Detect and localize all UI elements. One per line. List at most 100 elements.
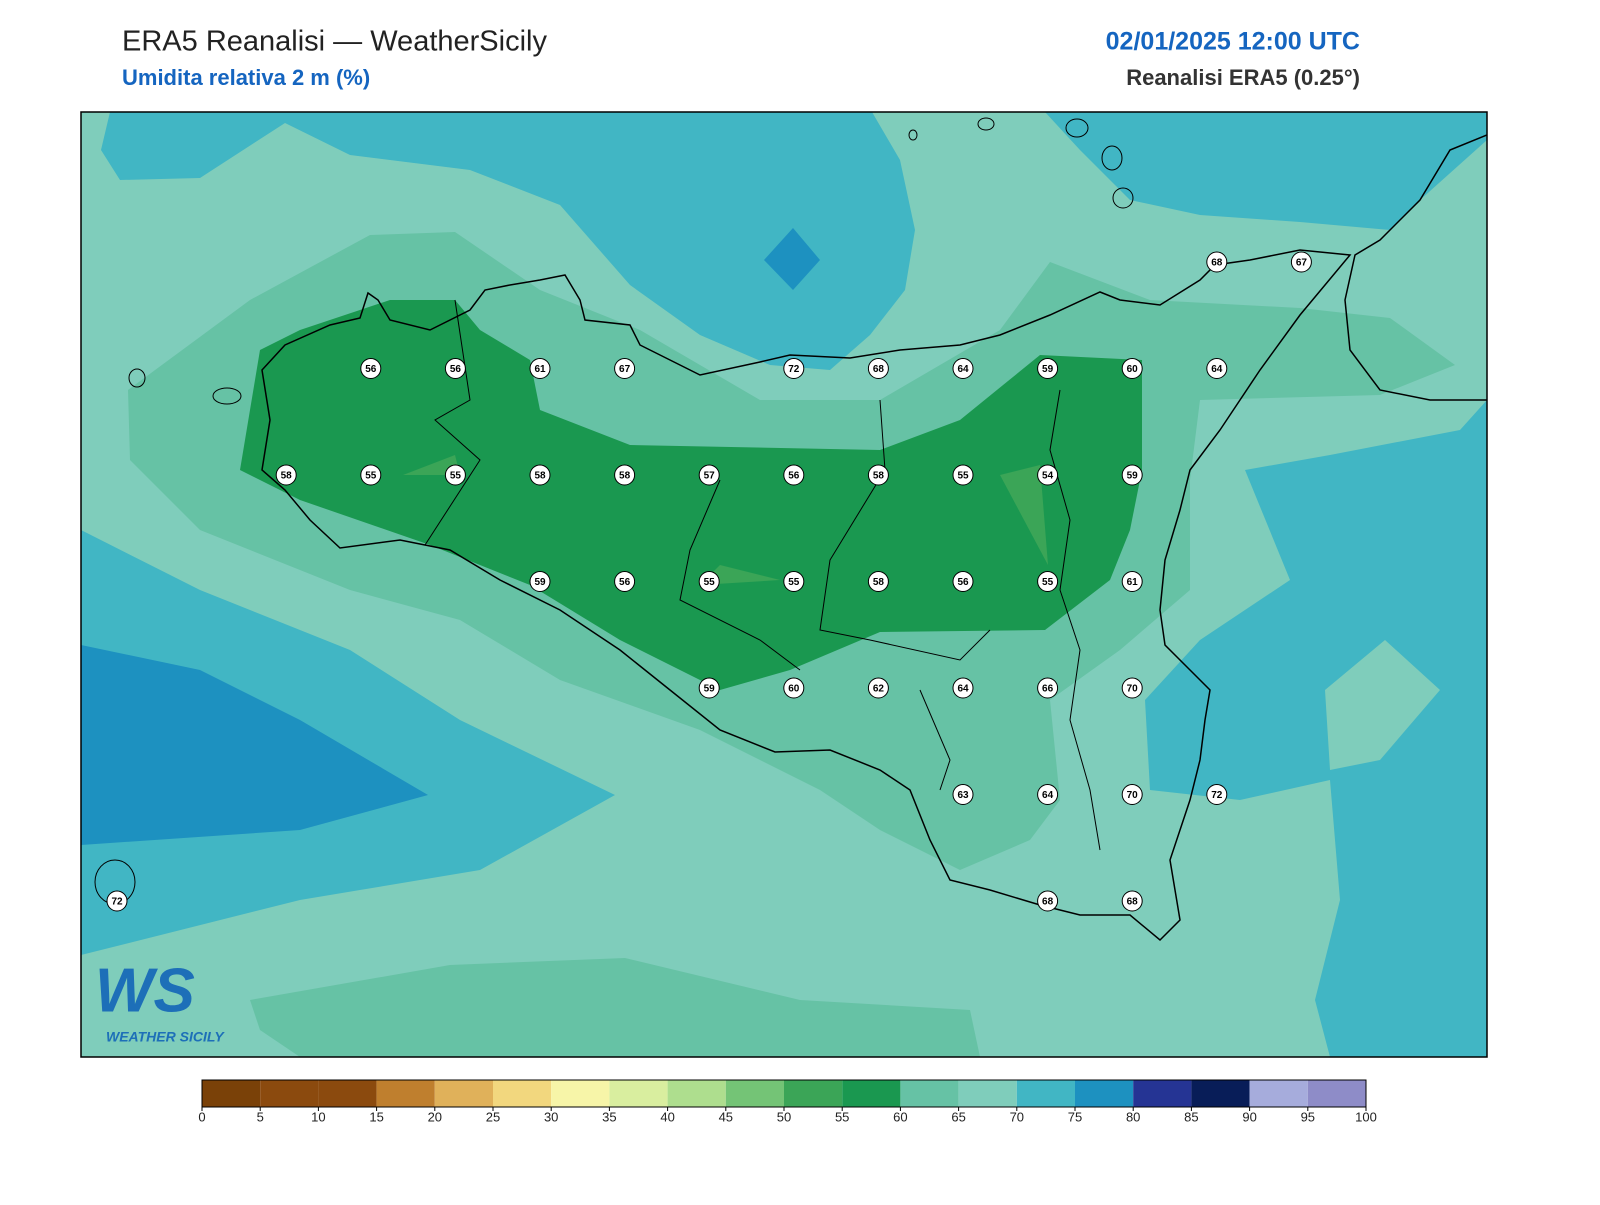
contour — [1325, 640, 1440, 770]
grid-value: 57 — [704, 471, 716, 482]
colorbar-tick-label: 20 — [428, 1109, 442, 1124]
colorbar-swatch — [376, 1080, 435, 1107]
label-marker — [1121, 464, 1143, 486]
grid-value: 67 — [1296, 258, 1308, 269]
label-marker — [952, 677, 974, 699]
grid-labels: 68 67 56 56 61 67 72 68 64 59 60 64 58 55 55 58 58 57 56 58… — [106, 251, 1312, 912]
logo-mark: WS — [95, 956, 195, 1025]
colorbar-swatch — [1191, 1080, 1250, 1107]
colorbar-swatch — [958, 1080, 1017, 1107]
grid-value: 58 — [281, 471, 293, 482]
grid-value: 56 — [365, 364, 377, 375]
grid-value: 72 — [111, 897, 123, 908]
label-marker — [1037, 784, 1059, 805]
label-marker — [1121, 890, 1143, 912]
label-marker — [783, 358, 805, 379]
grid-value: 72 — [1211, 790, 1223, 801]
grid-value: 55 — [788, 577, 800, 588]
grid-value: 68 — [873, 364, 885, 375]
colorbar-tick-label: 80 — [1126, 1109, 1140, 1124]
grid-value: 55 — [450, 471, 462, 482]
label-marker — [1121, 677, 1143, 699]
label-marker — [529, 571, 551, 592]
label-marker — [1206, 784, 1228, 805]
colorbar-tick-label: 5 — [257, 1109, 264, 1124]
colorbar-swatch — [260, 1080, 319, 1107]
label-marker — [867, 677, 889, 699]
island — [1112, 187, 1134, 209]
grid-value: 54 — [1042, 471, 1054, 482]
island — [1065, 118, 1089, 138]
label-marker — [1206, 358, 1228, 379]
island — [977, 117, 995, 131]
label-marker — [444, 464, 466, 486]
grid-value: 55 — [365, 471, 377, 482]
grid-value: 61 — [534, 364, 546, 375]
colorbar-tick-label: 85 — [1184, 1109, 1198, 1124]
colorbar-tick-label: 45 — [719, 1109, 733, 1124]
grid-value: 60 — [788, 684, 800, 695]
grid-value: 68 — [1042, 897, 1054, 908]
colorbar-swatch — [318, 1080, 377, 1107]
contour — [81, 530, 615, 955]
grid-value: 55 — [957, 471, 969, 482]
grid-value: 55 — [704, 577, 716, 588]
map-frame — [80, 111, 1488, 1058]
label-marker — [1121, 358, 1143, 379]
colorbar-swatch — [1075, 1080, 1134, 1107]
colorbar-swatch — [493, 1080, 552, 1107]
contour — [101, 112, 915, 370]
colorbar-swatch — [1133, 1080, 1192, 1107]
colorbar-swatch — [1307, 1080, 1366, 1107]
colorbar-tick-label: 10 — [311, 1109, 325, 1124]
grid-value: 70 — [1127, 790, 1139, 801]
contour — [250, 958, 980, 1057]
grid-value: 64 — [1042, 790, 1054, 801]
colorbar-tick-label: 50 — [777, 1109, 791, 1124]
island — [128, 368, 146, 388]
colorbar-tick-label: 35 — [602, 1109, 616, 1124]
label-marker — [1121, 784, 1143, 805]
grid-value: 55 — [1042, 577, 1054, 588]
label-marker — [952, 784, 974, 805]
label-marker — [698, 571, 720, 592]
coastline — [261, 249, 1352, 942]
label-marker — [952, 571, 974, 592]
label-marker — [1037, 890, 1059, 912]
grid-value: 56 — [788, 471, 800, 482]
grid-value: 62 — [873, 684, 885, 695]
label-marker — [1037, 677, 1059, 699]
label-marker — [360, 464, 382, 486]
label-marker — [614, 464, 636, 486]
colorbar-swatch — [434, 1080, 493, 1107]
label-marker — [952, 464, 974, 486]
colorbar-swatch — [725, 1080, 784, 1107]
label-marker — [867, 358, 889, 379]
grid-value: 58 — [873, 577, 885, 588]
label-marker — [698, 677, 720, 699]
grid-value: 58 — [534, 471, 546, 482]
label-marker — [783, 464, 805, 486]
colorbar-tick-label: 30 — [544, 1109, 558, 1124]
contour — [240, 300, 1142, 690]
island — [908, 129, 918, 141]
colorbar: 0 5 10 15 20 25 30 35 40 45 50 55 60 65 70 75 80 85 90 95 10… — [198, 1079, 1377, 1124]
province-border — [424, 299, 1101, 851]
logo-text: WEATHER SICILY — [106, 1029, 225, 1045]
colorbar-swatch — [784, 1080, 843, 1107]
subtitle: Umidita relativa 2 m (%) — [122, 65, 370, 90]
grid-value: 72 — [788, 364, 800, 375]
contour — [700, 565, 780, 585]
colorbar-tick-label: 55 — [835, 1109, 849, 1124]
label-marker — [867, 571, 889, 592]
label-marker — [1037, 571, 1059, 592]
island — [212, 387, 242, 405]
colorbar-tick-label: 95 — [1301, 1109, 1315, 1124]
colorbar-swatch — [842, 1080, 901, 1107]
colorbar-swatch — [667, 1080, 726, 1107]
grid-value: 59 — [534, 577, 546, 588]
grid-value: 60 — [1127, 364, 1139, 375]
label-marker — [1290, 251, 1312, 273]
